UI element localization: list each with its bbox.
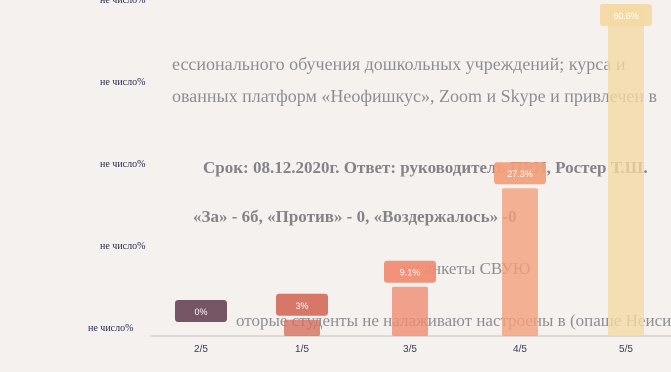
value-badge [175,300,227,322]
y-axis-labels: не число% не число% не число% не число% не ч… [88,0,145,334]
value-label: 9.1% [400,268,421,278]
x-tick-label: 5/5 [619,344,633,355]
bar [284,319,320,336]
y-tick-label: не число% [100,159,145,170]
x-axis-labels: 2/5 1/5 3/5 4/5 5/5 [194,344,633,355]
bar [392,286,428,336]
background-text-line: оторые студенты не налаживают настроены … [236,311,671,330]
value-label: 60.6% [613,11,639,21]
value-badge [276,293,328,316]
x-tick-label: 2/5 [194,344,208,355]
x-tick-label: 3/5 [403,344,417,355]
background-text-line: ованных платформ «Неофишкус», Zoom и Sky… [172,86,658,106]
background-text-line: ессионального обучения дошкольных учрежд… [172,54,626,74]
value-badge [494,162,546,185]
background-text-line: «За» - 6б, «Против» - 0, «Воздержалось» … [193,207,517,226]
value-label: 0% [194,307,207,317]
y-tick-label: не число% [100,77,145,88]
value-badge [384,260,436,283]
value-label: 3% [295,301,308,311]
value-badge [600,4,652,26]
y-tick-label: не число% [88,323,133,334]
x-tick-label: 1/5 [295,344,309,355]
y-tick-label: не число% [100,0,145,6]
y-tick-label: не число% [100,241,145,252]
x-tick-label: 4/5 [513,344,527,355]
bar [502,188,538,336]
value-labels: 0% 3% 9.1% 27.3% 60.6% [175,4,652,322]
bars [284,8,644,336]
bar [608,8,644,336]
value-label: 27.3% [507,169,533,179]
